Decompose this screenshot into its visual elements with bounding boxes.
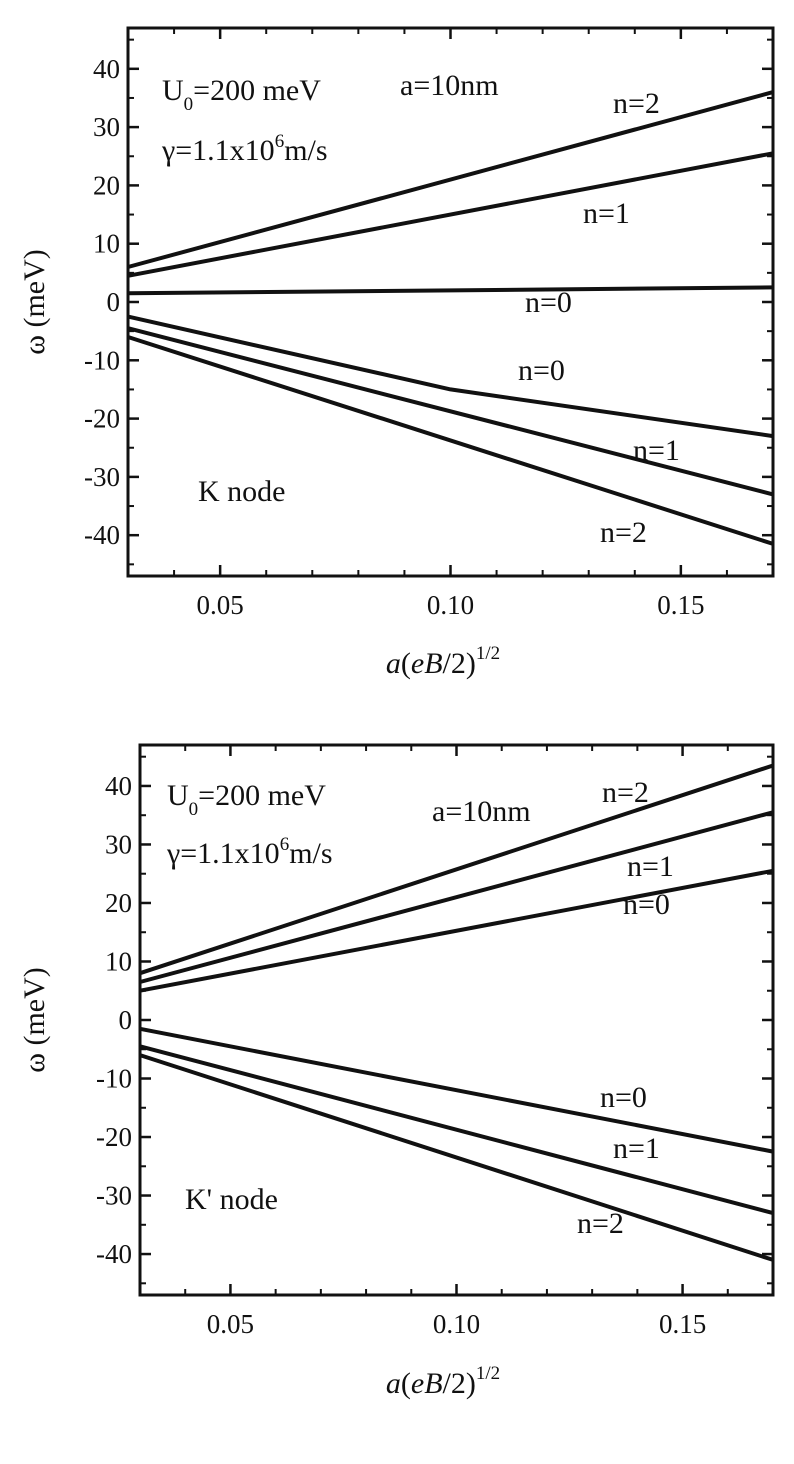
k-node-gamma-annotation: γ=1.1x106m/s <box>161 131 328 167</box>
k-node-x-tick-label-1: 0.10 <box>427 590 474 620</box>
k-prime-node-label-n0-upper: n=0 <box>623 888 670 921</box>
k-prime-node-y-tick-label-8: -40 <box>96 1239 132 1269</box>
k-node-label-n2-lower: n=2 <box>600 516 647 549</box>
k-node-label-n0-lower: n=0 <box>518 354 565 387</box>
k-node-x-axis-label: a(eB/2)1/2 <box>386 643 500 680</box>
k-prime-node-x-axis-label: a(eB/2)1/2 <box>386 1363 500 1400</box>
k-prime-node-u0-annotation: U0=200 meV <box>167 779 326 820</box>
k-prime-node-y-tick-label-2: 20 <box>105 888 132 918</box>
k-prime-node-a-annotation: a=10nm <box>432 795 531 828</box>
k-prime-node-node-annotation: K' node <box>185 1183 278 1216</box>
k-prime-node-y-tick-label-0: 40 <box>105 771 132 801</box>
k-node-label-n1-upper: n=1 <box>583 197 630 230</box>
k-node-x-tick-label-0: 0.05 <box>197 590 244 620</box>
k-prime-node-series-line-3 <box>139 1026 774 1154</box>
k-prime-node-y-tick-label-5: -10 <box>96 1064 132 1094</box>
k-node-curves <box>127 90 774 546</box>
k-prime-node-x-tick-label-0: 0.05 <box>207 1309 254 1339</box>
k-prime-node-curves <box>139 763 774 1262</box>
k-prime-node-series-line-0 <box>139 763 774 976</box>
k-node-a-annotation: a=10nm <box>400 69 499 102</box>
k-prime-node-label-n1-lower: n=1 <box>613 1132 660 1165</box>
k-prime-node-series-line-2 <box>139 868 774 993</box>
k-node-series-line-5 <box>127 335 774 546</box>
k-prime-node-label-n2-lower: n=2 <box>577 1207 624 1240</box>
k-prime-node-label-n0-lower: n=0 <box>600 1081 647 1114</box>
k-node-tick-labels: 0.05 0.10 0.15 40 30 20 10 0 -10 -20 -30 -40 <box>84 54 704 620</box>
k-node-x-tick-label-2: 0.15 <box>657 590 704 620</box>
k-node-series-line-2 <box>127 285 774 296</box>
k-node-label-n0-upper: n=0 <box>525 286 572 319</box>
k-node-y-tick-label-0: 40 <box>93 54 120 84</box>
k-prime-node-y-tick-label-4: 0 <box>119 1005 133 1035</box>
k-node-series-line-3 <box>127 314 774 439</box>
k-prime-node-x-tick-label-1: 0.10 <box>433 1309 480 1339</box>
k-prime-node-y-tick-label-1: 30 <box>105 829 132 859</box>
k-node-ticks <box>127 28 774 576</box>
k-prime-node-series-line-4 <box>139 1044 774 1216</box>
k-prime-node-x-tick-label-2: 0.15 <box>659 1309 706 1339</box>
k-node-label-n1-lower: n=1 <box>633 434 680 467</box>
k-prime-node-tick-labels: 0.05 0.10 0.15 40 30 20 10 0 -10 -20 -30 -40 <box>96 771 706 1339</box>
k-node-y-tick-label-3: 10 <box>93 229 120 259</box>
k-prime-node-y-axis-label: ω (meV) <box>18 967 51 1073</box>
k-prime-node-series-line-5 <box>139 1053 774 1262</box>
k-prime-node-label-n1-upper: n=1 <box>627 850 674 883</box>
k-node-series-line-0 <box>127 90 774 269</box>
k-node-series-line-4 <box>127 326 774 497</box>
k-prime-node-y-tick-label-7: -30 <box>96 1181 132 1211</box>
k-node-panel: 0.05 0.10 0.15 40 30 20 10 0 -10 -20 -30 -40 n=2 n=… <box>84 26 775 620</box>
k-node-u0-annotation: U0=200 meV <box>162 74 321 115</box>
k-node-y-tick-label-5: -10 <box>84 345 120 375</box>
k-prime-node-series-line-1 <box>139 810 774 984</box>
k-node-y-axis-label: ω (meV) <box>18 249 51 355</box>
k-node-y-tick-label-7: -30 <box>84 462 120 492</box>
k-node-label-n2-upper: n=2 <box>613 87 660 120</box>
k-node-y-tick-label-4: 0 <box>107 287 121 317</box>
k-node-series-line-1 <box>127 151 774 278</box>
k-prime-node-y-tick-label-3: 10 <box>105 946 132 976</box>
k-node-y-tick-label-8: -40 <box>84 520 120 550</box>
k-node-node-annotation: K node <box>198 475 285 508</box>
k-prime-node-y-tick-label-6: -20 <box>96 1122 132 1152</box>
k-prime-node-gamma-annotation: γ=1.1x106m/s <box>166 834 333 870</box>
k-node-y-tick-label-2: 20 <box>93 170 120 200</box>
k-node-y-tick-label-6: -20 <box>84 404 120 434</box>
k-prime-node-ticks <box>139 745 774 1295</box>
k-prime-node-panel: 0.05 0.10 0.15 40 30 20 10 0 -10 -20 -30 -40 n=2 n=… <box>96 743 775 1339</box>
k-prime-node-label-n2-upper: n=2 <box>602 776 649 809</box>
k-node-y-tick-label-1: 30 <box>93 112 120 142</box>
